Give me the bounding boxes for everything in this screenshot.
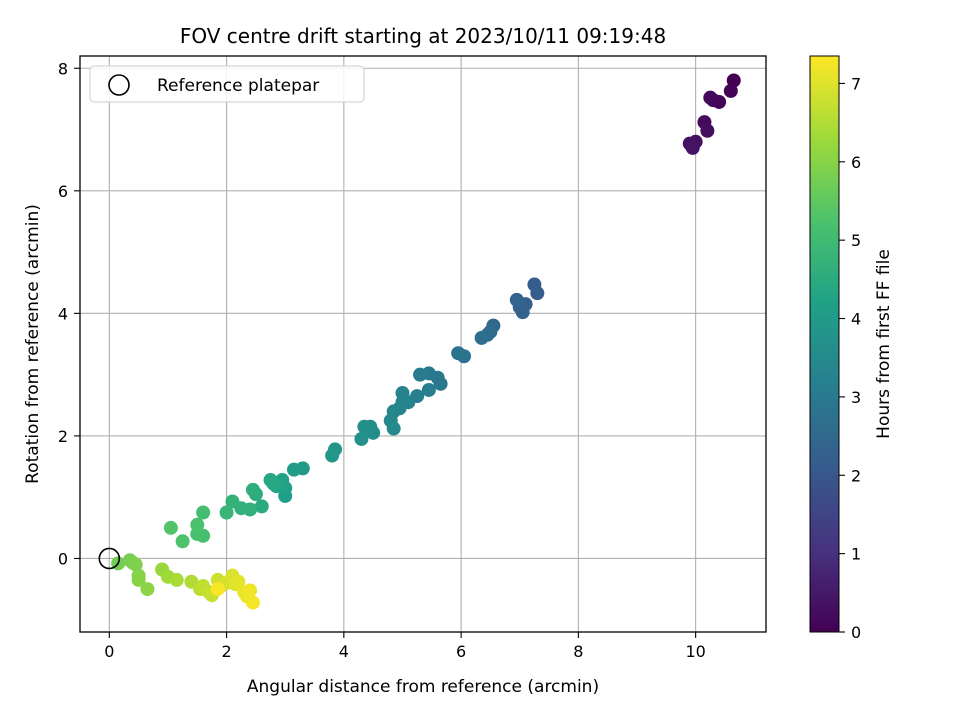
data-point [196, 505, 211, 520]
legend: Reference platepar [89, 65, 365, 103]
data-point [413, 367, 428, 382]
colorbar-label: Hours from first FF file [874, 249, 894, 439]
y-tick-label: 6 [58, 182, 68, 201]
x-tick-label: 4 [339, 642, 349, 661]
data-point [509, 292, 524, 307]
data-point [354, 431, 369, 446]
y-axis-ticks: 0 2 4 6 8 [58, 59, 80, 568]
data-point [254, 499, 269, 514]
plot-frame [79, 55, 767, 633]
data-point [245, 595, 260, 610]
data-point [175, 534, 190, 549]
y-tick-label: 0 [58, 549, 68, 568]
data-point [210, 582, 225, 597]
colorbar-tick-label: 7 [851, 74, 861, 93]
x-tick-label: 2 [221, 642, 231, 661]
y-tick-label: 2 [58, 427, 68, 446]
x-tick-label: 8 [573, 642, 583, 661]
colorbar: 0 1 2 3 4 5 6 7 Hours from first FF file [809, 55, 894, 642]
data-point [421, 382, 436, 397]
data-point [703, 90, 718, 105]
x-tick-label: 6 [456, 642, 466, 661]
data-point [451, 346, 466, 361]
reference-point [98, 547, 121, 570]
data-point [357, 419, 372, 434]
data-point [231, 574, 246, 589]
data-point [131, 572, 146, 587]
data-point [245, 482, 260, 497]
data-point [700, 123, 715, 138]
colorbar-tick-label: 6 [851, 153, 861, 172]
data-point [163, 520, 178, 535]
data-point [140, 582, 155, 597]
data-point [190, 517, 205, 532]
data-point [386, 421, 401, 436]
chart-title: FOV centre drift starting at 2023/10/11 … [180, 24, 666, 48]
legend-label: Reference platepar [157, 76, 319, 96]
x-axis-ticks: 0 2 4 6 8 10 [104, 632, 706, 661]
y-tick-label: 4 [58, 304, 68, 323]
data-point [530, 286, 545, 301]
data-point [685, 140, 700, 155]
reference-marker [98, 547, 121, 570]
legend-marker [108, 74, 130, 96]
data-point [325, 448, 340, 463]
colorbar-tick-label: 1 [851, 545, 861, 564]
data-point [219, 505, 234, 520]
colorbar-tick-label: 0 [851, 623, 861, 642]
data-point [225, 494, 240, 509]
x-tick-label: 0 [104, 642, 114, 661]
data-point [474, 330, 489, 345]
colorbar-tick-label: 5 [851, 231, 861, 250]
legend-box [89, 65, 365, 103]
data-point [128, 557, 143, 572]
colorbar-gradient [809, 55, 840, 633]
colorbar-tick-label: 4 [851, 310, 861, 329]
y-tick-label: 8 [58, 59, 68, 78]
y-axis-label: Rotation from reference (arcmin) [23, 204, 43, 484]
colorbar-tick-label: 2 [851, 466, 861, 485]
data-point [515, 305, 530, 320]
data-point [243, 583, 258, 598]
data-point [169, 572, 184, 587]
x-tick-label: 10 [685, 642, 705, 661]
colorbar-tick-label: 3 [851, 388, 861, 407]
data-point [723, 83, 738, 98]
data-point [287, 462, 302, 477]
colorbar-ticks: 0 1 2 3 4 5 6 7 [839, 74, 861, 642]
x-axis-label: Angular distance from reference (arcmin) [247, 677, 599, 697]
data-points [111, 73, 741, 610]
data-point [266, 476, 281, 491]
